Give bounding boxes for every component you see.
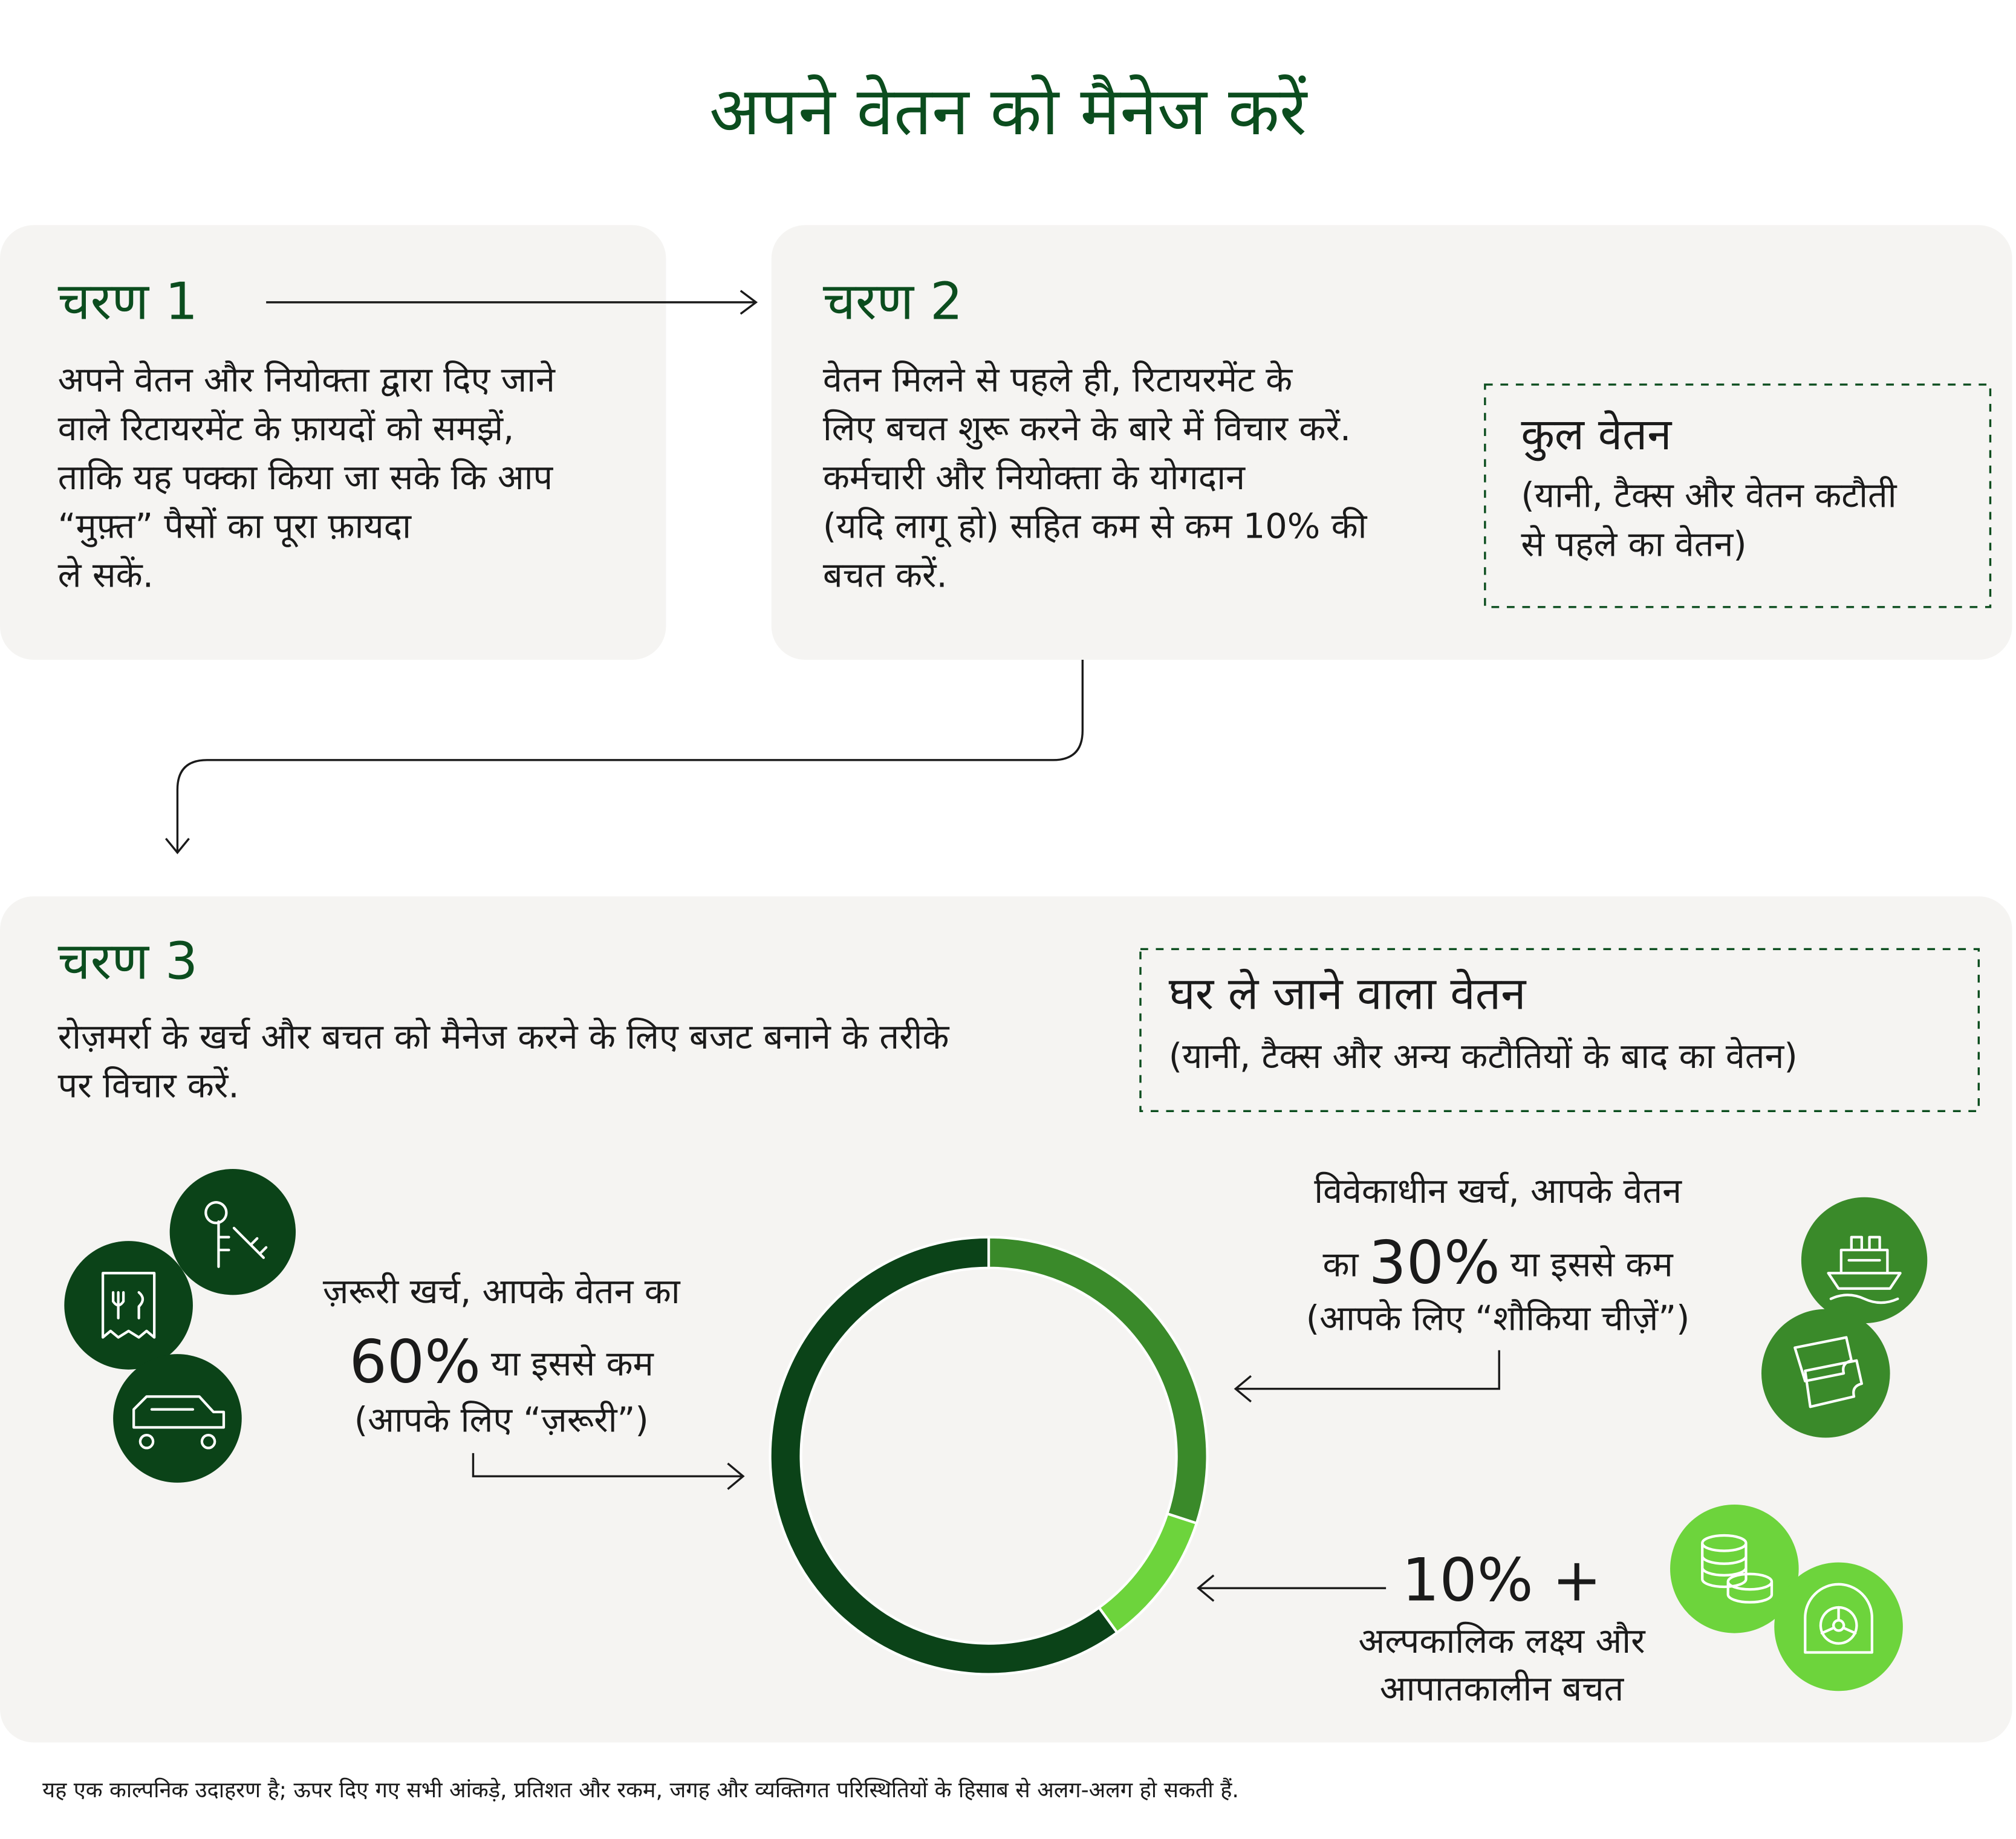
step-text: (यदि लागू हो) सहित कम से कम 10% की: [823, 506, 1368, 548]
segment-text: अल्पकालिक लक्ष्य और: [1358, 1621, 1646, 1661]
icon-tire: [1804, 1583, 1873, 1654]
dashed-box: [1484, 383, 1992, 608]
segment-text: का: [1323, 1244, 1359, 1284]
step-text: वेतन मिलने से पहले ही, रिटायरमेंट के: [823, 359, 1293, 400]
step-text: अपने वेतन और नियोक्ता द्वारा दिए जाने: [58, 359, 556, 400]
icon-tickets: [1761, 1309, 1890, 1438]
segment-text: या इससे कम: [491, 1343, 654, 1384]
arrow: [1234, 1350, 1500, 1403]
step-text: रोज़मर्रा के खर्च और बचत को मैनेज करने क…: [58, 1017, 950, 1057]
icon-coins: [1701, 1534, 1774, 1604]
box-text: से पहले का वेतन): [1521, 524, 1746, 565]
arrow: [266, 290, 758, 315]
step-card: [0, 225, 666, 660]
icon-keys: [204, 1201, 268, 1268]
step-text: बचत करें.: [823, 555, 948, 596]
icon-coins: [1670, 1504, 1799, 1633]
value-label: 30%: [1368, 1228, 1500, 1297]
value-label: 10% +: [1402, 1546, 1601, 1615]
value-label: 60%: [350, 1327, 481, 1396]
icon-menu: [101, 1272, 156, 1339]
step-text: कर्मचारी और नियोक्ता के योगदान: [823, 457, 1246, 498]
icon-tickets: [1793, 1336, 1863, 1408]
segment-text: का 30% या इससे कम: [1323, 1228, 1674, 1297]
box-text: (यानी, टैक्स और वेतन कटौती: [1521, 475, 1897, 516]
segment-text: (आपके लिए “ज़रूरी”): [354, 1399, 649, 1440]
step-text: पर विचार करें.: [58, 1066, 239, 1106]
dashed-box: [1139, 948, 1980, 1113]
icons: [64, 1168, 1928, 1691]
segment-text: या इससे कम: [1510, 1244, 1674, 1284]
icon-car: [113, 1354, 242, 1483]
step-text: वाले रिटायरमेंट के फ़ायदों को समझें,: [58, 408, 515, 449]
segment-text: आपातकालीन बचत: [1380, 1668, 1625, 1709]
segment-text: ज़रूरी खर्च, आपके वेतन का: [323, 1271, 681, 1312]
icon-ship: [1827, 1235, 1902, 1304]
step-heading: चरण 2: [823, 272, 963, 332]
step-text: “मुफ़्त” पैसों का पूरा फ़ायदा: [58, 506, 412, 548]
donut: [769, 1235, 1209, 1676]
segment-text: 60% या इससे कम: [350, 1327, 655, 1396]
step-card: [771, 225, 2012, 660]
box-title: घर ले जाने वाला वेतन: [1169, 968, 1527, 1020]
box-title: कुल वेतन: [1521, 409, 1673, 461]
donut-segment: [769, 1235, 1119, 1676]
box-text: (यानी, टैक्स और अन्य कटौतियों के बाद का …: [1169, 1036, 1798, 1076]
step-heading: चरण 1: [58, 272, 198, 332]
arrow: [472, 1453, 745, 1490]
arrow: [1197, 1574, 1387, 1602]
segment-text: विवेकाधीन खर्च, आपके वेतन: [1314, 1171, 1682, 1211]
footnote: यह एक काल्पनिक उदाहरण है; ऊपर दिए गए सभी…: [42, 1777, 1239, 1803]
arrow: [164, 659, 1084, 854]
donut-segment: [1097, 1512, 1198, 1635]
step-heading: चरण 3: [58, 931, 198, 991]
icon-tire: [1774, 1562, 1903, 1691]
icon-menu: [64, 1241, 193, 1370]
step-text: ले सकें.: [58, 555, 154, 596]
segment-text: (आपके लिए “शौकिया चीज़ें”): [1306, 1298, 1690, 1339]
step-text: ताकि यह पक्का किया जा सके कि आप: [58, 457, 554, 498]
icon-car: [132, 1395, 226, 1450]
icon-keys: [169, 1168, 296, 1295]
step-text: लिए बचत शुरू करने के बारे में विचार करें…: [823, 408, 1351, 450]
title: अपने वेतन को मैनेज करें: [709, 73, 1308, 151]
step-card: [0, 896, 2012, 1743]
